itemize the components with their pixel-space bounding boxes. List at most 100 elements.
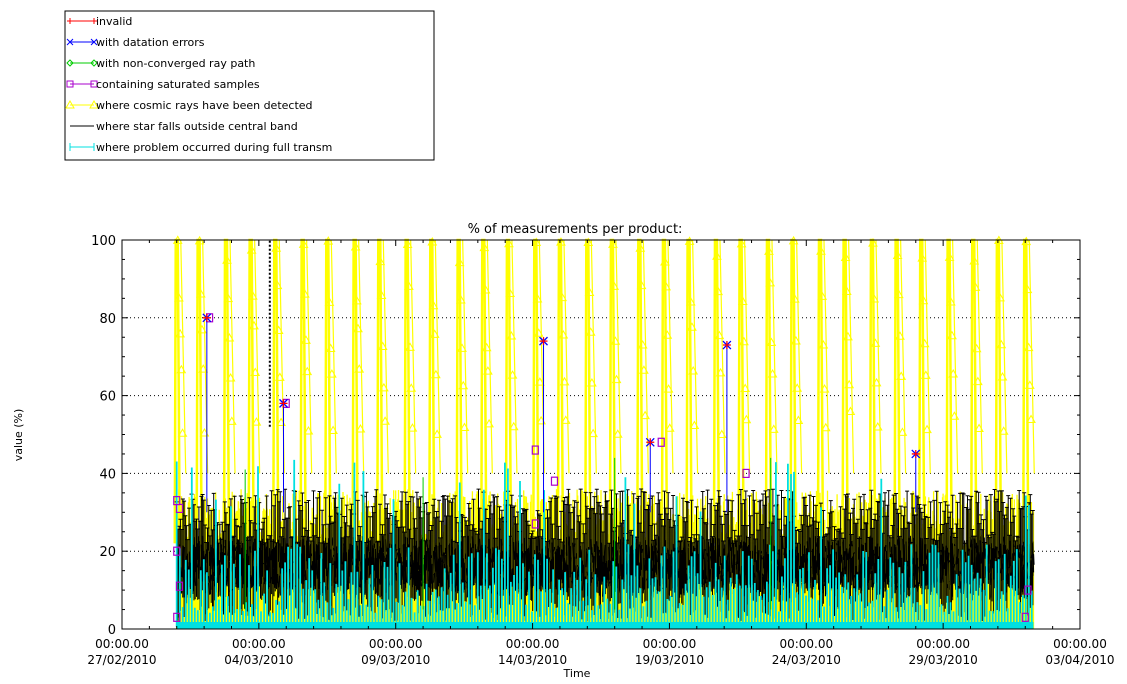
cosmic-marker <box>247 291 258 300</box>
cosmic-marker <box>584 287 595 296</box>
cosmic-marker <box>407 423 418 432</box>
cosmic-marker <box>406 383 417 392</box>
legend-marker <box>66 80 74 88</box>
invalid-marker <box>646 438 655 447</box>
cosmic-marker <box>454 257 465 267</box>
cosmic-marker <box>532 293 543 303</box>
cosmic-marker <box>663 384 674 393</box>
cosmic-marker <box>844 379 855 389</box>
cosmic-spike-tail <box>330 239 337 474</box>
cosmic-spike-tail <box>462 239 469 474</box>
x-tick-date: 14/03/2010 <box>498 653 567 667</box>
cosmic-marker <box>897 427 908 436</box>
cosmic-marker <box>431 369 441 379</box>
cosmic-spike-tail <box>229 239 236 474</box>
cosmic-marker <box>402 239 413 248</box>
invalid-marker <box>202 313 211 322</box>
cosmic-spike-tail <box>823 239 830 474</box>
series-full-transm <box>175 459 1034 629</box>
cosmic-marker <box>1024 380 1035 389</box>
cosmic-marker <box>892 250 903 260</box>
cosmic-marker <box>741 414 752 424</box>
cosmic-marker <box>635 243 646 252</box>
cosmic-spike-tail <box>691 239 699 474</box>
full-transm-band <box>175 459 1033 628</box>
cosmic-marker <box>995 292 1005 302</box>
cosmic-marker <box>765 277 776 287</box>
cosmic-marker <box>301 335 311 344</box>
y-tick-label: 60 <box>99 390 116 405</box>
legend-entry: containing saturated samples <box>66 78 260 91</box>
cosmic-marker <box>327 369 337 378</box>
cosmic-marker <box>971 343 982 353</box>
cosmic-marker <box>323 236 334 245</box>
cosmic-marker <box>996 339 1007 349</box>
cosmic-marker <box>792 383 803 392</box>
cosmic-marker <box>714 330 725 340</box>
cosmic-spike-tail <box>563 239 570 474</box>
legend-marker <box>90 80 98 88</box>
cosmic-marker <box>893 289 904 299</box>
cosmic-marker <box>816 246 826 255</box>
cosmic-marker <box>380 416 390 425</box>
y-tick-label: 20 <box>99 545 116 560</box>
cosmic-marker <box>272 280 283 290</box>
legend-marker <box>67 18 73 24</box>
x-tick-date: 24/03/2010 <box>772 653 841 667</box>
cosmic-marker <box>480 284 491 294</box>
cosmic-marker <box>869 294 880 303</box>
cosmic-marker <box>271 243 282 252</box>
cosmic-marker <box>1023 342 1034 352</box>
cosmic-marker <box>608 239 618 248</box>
cosmic-marker <box>302 366 313 376</box>
cosmic-marker <box>1026 414 1036 424</box>
cosmic-marker <box>354 364 365 373</box>
cosmic-marker <box>947 330 957 340</box>
cosmic-marker <box>298 239 309 248</box>
x-tick-date: 19/03/2010 <box>635 653 704 667</box>
cosmic-marker <box>974 423 984 432</box>
legend-label: where problem occurred during full trans… <box>96 141 332 154</box>
datation-spike <box>911 449 921 513</box>
cosmic-marker <box>222 255 232 264</box>
cosmic-marker <box>588 428 598 438</box>
legend-label: containing saturated samples <box>96 78 260 91</box>
cosmic-marker <box>456 294 466 304</box>
cosmic-marker <box>920 370 931 379</box>
y-tick-label: 40 <box>99 467 116 482</box>
cosmic-marker <box>687 322 697 331</box>
invalid-marker <box>911 449 920 458</box>
cosmic-marker <box>640 410 650 420</box>
x-tick-time: 00:00.00 <box>643 637 697 651</box>
cosmic-marker <box>766 337 777 347</box>
legend-marker <box>91 18 97 24</box>
cosmic-marker <box>299 289 310 298</box>
cosmic-marker <box>819 384 830 393</box>
cosmic-marker <box>481 342 492 352</box>
cosmic-marker <box>612 429 623 438</box>
cosmic-marker <box>224 332 235 342</box>
cosmic-marker <box>404 281 414 290</box>
cosmic-marker <box>377 341 388 351</box>
cosmic-spike-tail <box>667 239 674 474</box>
legend-entry: where cosmic rays have been detected <box>65 99 313 112</box>
cosmic-marker <box>689 420 700 429</box>
cosmic-marker <box>585 327 596 336</box>
cosmic-marker <box>405 342 415 351</box>
cosmic-marker <box>817 291 828 300</box>
x-tick-time: 00:00.00 <box>1053 637 1107 651</box>
cosmic-marker <box>226 416 237 425</box>
datation-spike <box>722 340 732 513</box>
cosmic-marker <box>560 415 571 424</box>
cosmic-marker <box>457 343 467 352</box>
cosmic-marker <box>820 422 831 432</box>
chart-title: % of measurements per product: <box>468 222 683 237</box>
cosmic-marker <box>664 423 675 432</box>
cosmic-marker <box>587 377 597 387</box>
cosmic-marker <box>736 238 747 248</box>
cosmic-spike-tail <box>254 239 261 474</box>
cosmic-spike-tail <box>771 239 778 474</box>
cosmic-spike-tail <box>486 239 493 474</box>
cosmic-marker <box>919 338 930 348</box>
cosmic-marker <box>479 242 490 252</box>
